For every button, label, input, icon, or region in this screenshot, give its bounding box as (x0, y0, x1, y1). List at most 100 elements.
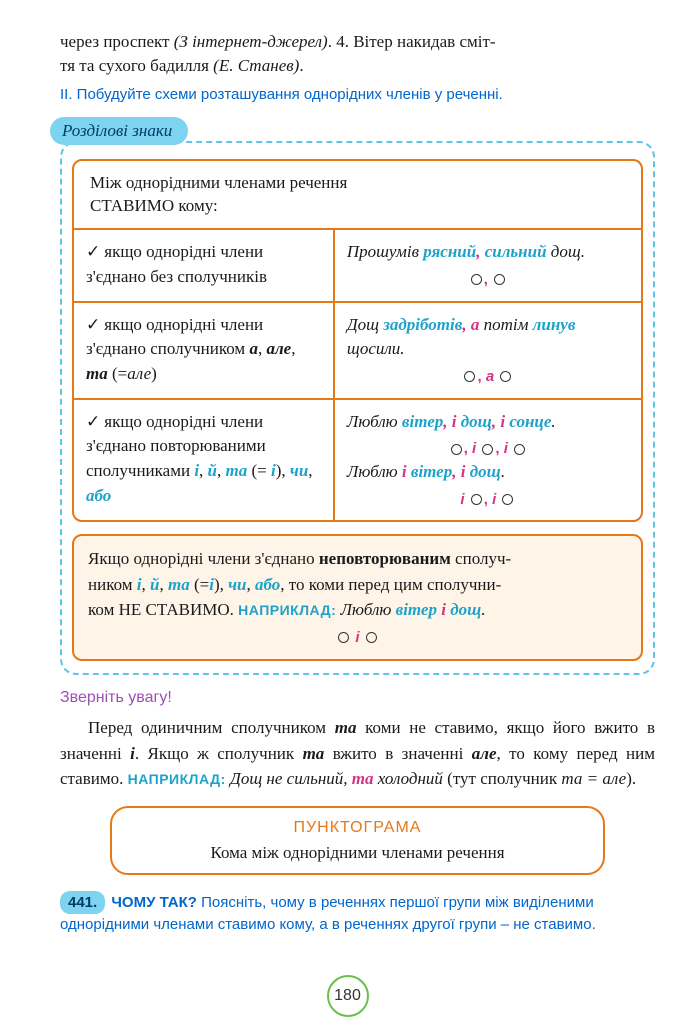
text: Перед одиничним сполучником (88, 718, 335, 737)
comma: , (443, 412, 452, 431)
conj: або (255, 575, 280, 594)
highlight: дощ (470, 462, 501, 481)
text: , (159, 575, 168, 594)
text: якщо однорідні члени з'єднано сполучнико… (86, 315, 263, 359)
text: . (299, 56, 303, 75)
text: Прошумів (347, 242, 423, 261)
rules-container: Між однорідними членами речення СТАВИМО … (60, 141, 655, 676)
bold: неповторюваним (319, 549, 451, 568)
table-row-2: ✓якщо однорідні члени з'єднано сполучник… (74, 303, 641, 400)
text: дощ. (547, 242, 585, 261)
text: , (308, 461, 312, 480)
text: Люблю (347, 412, 402, 431)
punktograma-box: ПУНКТОГРАМА Кома між однорідними членами… (110, 806, 605, 876)
comma: , (476, 242, 485, 261)
text: (= (247, 461, 271, 480)
conj: та (168, 575, 190, 594)
text: (тут сполучник (447, 769, 561, 788)
schema-2: і , і (347, 489, 629, 511)
text: ), (276, 461, 290, 480)
text: (= (108, 364, 128, 383)
table-row-3: ✓якщо однорідні члени з'єднано повторюва… (74, 400, 641, 521)
highlight: дощ (450, 600, 481, 619)
text: ) (151, 364, 157, 383)
header-line2: СТАВИМО кому: (90, 196, 218, 215)
text: потім (479, 315, 532, 334)
highlight: сонце (509, 412, 551, 431)
conj: та (335, 718, 357, 737)
text: сполуч- (451, 549, 511, 568)
text: Люблю (336, 600, 395, 619)
rule-example: Дощ задріботів, а потім линув щосили. , … (335, 303, 641, 398)
conj: чи (228, 575, 246, 594)
text: . (551, 412, 555, 431)
highlight: вітер (396, 600, 437, 619)
rule-condition: ✓якщо однорідні члени з'єднано повторюва… (74, 400, 335, 521)
example-label: НАПРИКЛАД: (128, 771, 226, 787)
text: , то коми перед цим сполучни- (280, 575, 501, 594)
text: якщо однорідні члени з'єднано без сполуч… (86, 242, 267, 286)
highlight: сильний (485, 242, 547, 261)
text: холодний (374, 769, 448, 788)
text: ). (626, 769, 636, 788)
attention-body: Перед одиничним сполучником та коми не с… (60, 715, 655, 792)
highlight: вітер (402, 412, 443, 431)
schema-1: , і , і (347, 438, 629, 460)
task-2: ІІ. Побудуйте схеми розташування однорід… (60, 86, 655, 103)
text: . Якщо ж сполучник (135, 744, 303, 763)
text: . (501, 462, 505, 481)
rule-condition: ✓якщо однорідні члени з'єднано сполучник… (74, 303, 335, 398)
conj: або (86, 486, 111, 505)
conj: та (226, 461, 248, 480)
conj: та (86, 364, 108, 383)
source: (З інтернет-джерел) (174, 32, 328, 51)
schema: і (88, 627, 627, 650)
text: тя та сухого бадилля (60, 56, 213, 75)
rule-example: Люблю вітер, і дощ, і сонце. , і , і Люб… (335, 400, 641, 521)
text: (= (190, 575, 210, 594)
example-label: НАПРИКЛАД: (238, 602, 336, 618)
highlight: задріботів (383, 315, 462, 334)
header-line1: Між однорідними членами речення (90, 173, 347, 192)
conj: і (402, 462, 407, 481)
conj: але (127, 364, 151, 383)
conj: а (249, 339, 258, 358)
conj: й (208, 461, 217, 480)
highlight: линув (533, 315, 576, 334)
text: Якщо однорідні члени з'єднано (88, 549, 319, 568)
table-row-1: ✓якщо однорідні члени з'єднано без сполу… (74, 230, 641, 302)
highlight: вітер (411, 462, 452, 481)
punktograma-title: ПУНКТОГРАМА (132, 816, 583, 840)
highlight: рясний (423, 242, 476, 261)
conj: та (352, 769, 374, 788)
section-tag: Розділові знаки (50, 117, 188, 145)
schema: , (347, 269, 629, 291)
author: (Е. Станев) (213, 56, 299, 75)
exercise-number: 441. (60, 891, 105, 914)
exercise-title: ЧОМУ ТАК? (107, 894, 197, 911)
check-icon: ✓ (86, 315, 100, 334)
page-number: 180 (327, 975, 369, 1017)
schema: , а (347, 366, 629, 388)
text: вжито в значенні (324, 744, 471, 763)
text: . (481, 600, 485, 619)
conj: чи (290, 461, 308, 480)
exercise-441: 441. ЧОМУ ТАК? Поясніть, чому в реченнях… (60, 891, 655, 935)
conj: але (266, 339, 291, 358)
conj: але (472, 744, 497, 763)
table-header: Між однорідними членами речення СТАВИМО … (74, 161, 641, 231)
text: Дощ не сильний, (226, 769, 352, 788)
text: щосили. (347, 339, 405, 358)
rule-example: Прошумів рясний, сильний дощ. , (335, 230, 641, 300)
comma: , (452, 462, 461, 481)
text: Дощ (347, 315, 383, 334)
rules-table: Між однорідними членами речення СТАВИМО … (72, 159, 643, 523)
rule-condition: ✓якщо однорідні члени з'єднано без сполу… (74, 230, 335, 300)
exception-box: Якщо однорідні члени з'єднано неповторюв… (72, 534, 643, 661)
check-icon: ✓ (86, 412, 100, 431)
text: , (142, 575, 151, 594)
text: , (247, 575, 256, 594)
attention-title: Зверніть увагу! (60, 689, 655, 707)
text: , (199, 461, 208, 480)
check-icon: ✓ (86, 242, 100, 261)
